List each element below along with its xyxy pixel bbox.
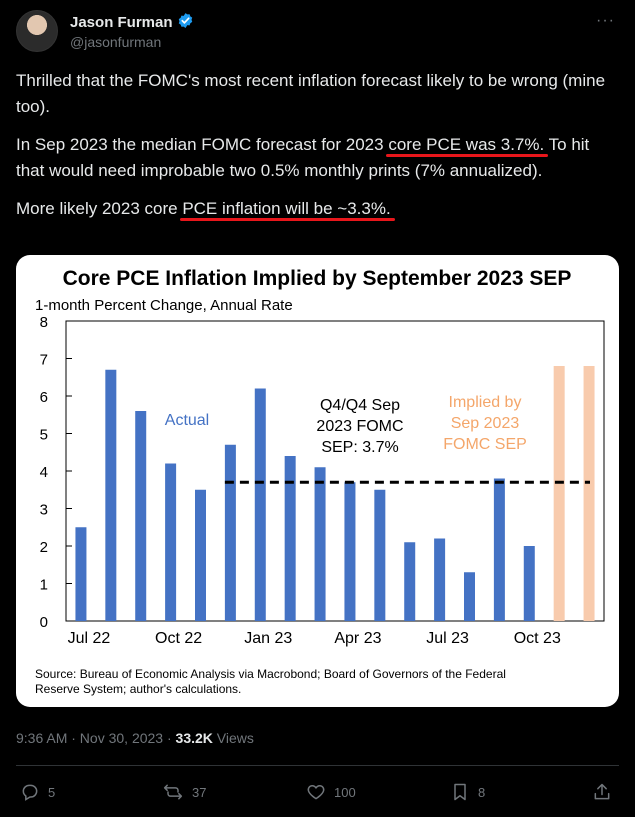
chart-source: Source: Bureau of Economic Analysis via … (35, 667, 506, 681)
annotation-implied: Implied by (449, 394, 522, 411)
bar-actual (493, 478, 505, 621)
author-handle[interactable]: @jasonfurman (70, 34, 162, 50)
x-tick-label: Jul 22 (68, 630, 111, 647)
bar-actual (314, 467, 326, 621)
more-options-icon[interactable]: ··· (596, 12, 615, 29)
y-tick-label: 8 (40, 314, 48, 331)
share-button[interactable] (592, 778, 620, 806)
y-tick-label: 0 (40, 614, 48, 631)
tweet-paragraph-3: More likely 2023 core PCE inflation will… (16, 196, 616, 222)
avatar[interactable] (16, 10, 58, 52)
bar-actual (254, 388, 266, 621)
tweet-meta: 9:36 AM · Nov 30, 2023 · 33.2K Views (16, 730, 254, 746)
bar-actual (404, 542, 416, 621)
annotation-actual: Actual (165, 412, 209, 429)
like-button[interactable]: 100 (306, 778, 356, 806)
chart-image[interactable]: Core PCE Inflation Implied by September … (16, 255, 619, 707)
chart-svg: Core PCE Inflation Implied by September … (35, 267, 605, 696)
chart-source: Reserve System; author's calculations. (35, 682, 241, 696)
repost-button[interactable]: 37 (162, 778, 206, 806)
annotation-q4q4: Q4/Q4 Sep (320, 397, 400, 414)
author-name[interactable]: Jason Furman (70, 14, 173, 31)
divider (16, 765, 619, 766)
bookmark-count: 8 (478, 784, 486, 800)
reply-button[interactable]: 5 (20, 778, 55, 806)
annotation-q4q4: 2023 FOMC (316, 418, 403, 435)
chart-title: Core PCE Inflation Implied by September … (63, 267, 572, 290)
x-tick-label: Jan 23 (244, 630, 292, 647)
tweet-paragraph-1: Thrilled that the FOMC's most recent inf… (16, 71, 606, 116)
y-tick-label: 1 (40, 577, 48, 594)
repost-count: 37 (192, 784, 207, 800)
y-tick-label: 5 (40, 427, 48, 444)
bar-actual (523, 546, 535, 621)
verified-badge-icon (178, 13, 192, 28)
y-tick-label: 4 (40, 464, 48, 481)
underlined-core-pce: core PCE was 3.7%. (388, 135, 545, 154)
action-bar: 5 37 100 8 (16, 778, 619, 806)
annotation-q4q4: SEP: 3.7% (321, 439, 398, 456)
annotation-implied: Sep 2023 (451, 415, 520, 432)
para2-pre: In Sep 2023 the median FOMC forecast for… (16, 135, 389, 154)
bar-actual (284, 456, 296, 621)
x-tick-label: Jul 23 (426, 630, 469, 647)
tweet-header: Jason Furman @jasonfurman ··· (16, 10, 619, 54)
views-label: Views (212, 730, 254, 746)
chart-subtitle: 1-month Percent Change, Annual Rate (35, 297, 293, 314)
y-tick-label: 7 (40, 352, 48, 369)
tweet-paragraph-2: In Sep 2023 the median FOMC forecast for… (16, 132, 616, 184)
y-tick-label: 6 (40, 389, 48, 406)
y-tick-label: 3 (40, 502, 48, 519)
like-count: 100 (334, 784, 356, 800)
views-count: 33.2K (175, 730, 213, 746)
bookmark-button[interactable]: 8 (450, 778, 485, 806)
plot-frame (65, 320, 605, 622)
repost-icon (163, 784, 183, 800)
bar-actual (374, 489, 386, 621)
x-tick-label: Oct 22 (155, 630, 202, 647)
y-tick-label: 2 (40, 539, 48, 556)
timestamp[interactable]: 9:36 AM · Nov 30, 2023 · (16, 730, 176, 746)
x-tick-label: Oct 23 (514, 630, 561, 647)
heart-icon (307, 785, 325, 800)
bar-actual (344, 482, 356, 621)
author-name-row[interactable]: Jason Furman (70, 12, 194, 31)
para3-pre: More likely 2023 core (16, 199, 183, 218)
bar-actual (135, 411, 147, 621)
bar-actual (105, 369, 117, 621)
bar-actual (434, 538, 446, 621)
bar-actual (165, 463, 177, 621)
reply-icon (22, 784, 38, 801)
bar-actual (75, 527, 87, 621)
reply-count: 5 (48, 784, 56, 800)
bar-implied (583, 366, 595, 621)
bar-actual (464, 572, 475, 621)
bar-actual (195, 489, 206, 621)
bar-actual (224, 444, 236, 621)
bar-implied (553, 366, 565, 621)
underlined-pce-inflation: PCE inflation will be ~3.3%. (182, 199, 391, 218)
para2-post: To hit that would need improbable two 0.… (16, 135, 590, 180)
share-icon (594, 783, 610, 800)
bookmark-icon (454, 783, 466, 801)
tweet-text: Thrilled that the FOMC's most recent inf… (16, 68, 616, 234)
annotation-implied: FOMC SEP (443, 436, 527, 453)
x-tick-label: Apr 23 (334, 630, 381, 647)
